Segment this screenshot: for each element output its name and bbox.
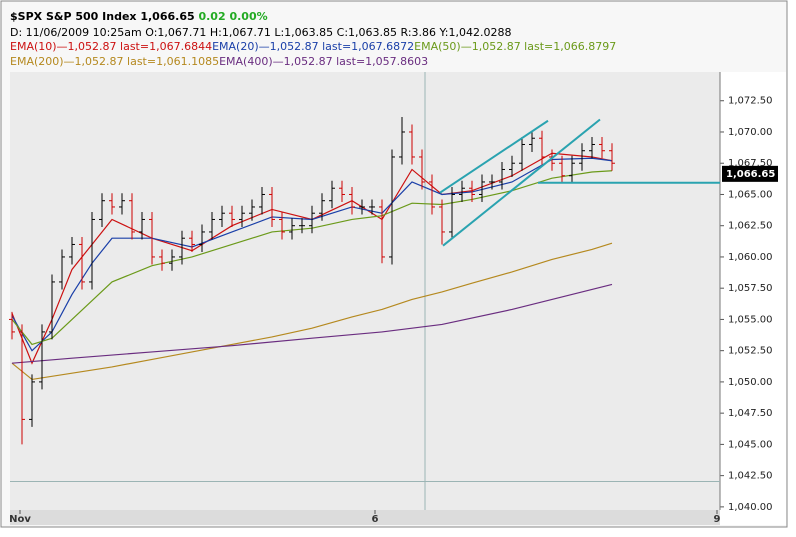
legend-name: EMA(400): [219, 55, 273, 68]
y-tick-label: 1,072.50: [728, 96, 773, 107]
symbol: $SPX S&P 500 Index 1,066.65 0.02 0.00%: [10, 10, 268, 23]
trendline: [439, 119, 549, 194]
x-tick-label: 6: [372, 514, 379, 525]
y-tick-label: 1,047.50: [728, 408, 773, 419]
last-price-label: 1,066.65: [726, 169, 775, 180]
price: 1,066.65: [140, 10, 194, 23]
x-tick-label: Nov: [9, 514, 31, 525]
ema-line: [11, 152, 613, 365]
y-tick-label: 1,067.50: [728, 158, 773, 169]
legend-row: EMA(10)—1,052.87 last=1,067.6844EMA(20)—…: [10, 40, 616, 53]
y-tick-label: 1,052.50: [728, 346, 773, 357]
legend-row: EMA(200)—1,052.87 last=1,061.1085EMA(400…: [10, 55, 428, 68]
legend-text: —1,052.87 last=1,061.1085: [64, 55, 220, 68]
last-price-box: [722, 165, 778, 182]
x-tick-label: 9: [714, 514, 721, 525]
info: D: 11/06/2009 10:25am O:1,067.71 H:1,067…: [10, 26, 511, 39]
y-tick-label: 1,070.00: [728, 127, 773, 138]
y-tick-label: 1,062.50: [728, 221, 773, 232]
legend-text: —1,052.87 last=1,066.8797: [461, 40, 617, 53]
change: 0.02: [198, 10, 225, 23]
y-tick-label: 1,042.50: [728, 471, 773, 482]
plot-area: [10, 72, 720, 510]
legend-text: —1,052.87 last=1,057.8603: [273, 55, 429, 68]
ema-line: [11, 283, 613, 364]
x-axis-strip: [10, 510, 720, 525]
y-tick-label: 1,055.00: [728, 314, 773, 325]
y-tick-label: 1,050.00: [728, 377, 773, 388]
y-axis-area: [720, 72, 786, 525]
change-pct: 0.00%: [229, 10, 267, 23]
legend-name: EMA(50): [414, 40, 461, 53]
y-tick-label: 1,040.00: [728, 502, 773, 513]
legend-name: EMA(10): [10, 40, 57, 53]
legend-text: —1,052.87 last=1,067.6844: [57, 40, 213, 53]
trendline: [442, 118, 601, 247]
legend-text: —1,052.87 last=1,067.6872: [259, 40, 415, 53]
y-tick-label: 1,065.00: [728, 189, 773, 200]
ema-line: [11, 242, 613, 381]
symbol-name: $SPX S&P 500 Index: [10, 10, 137, 23]
legend-name: EMA(20): [212, 40, 259, 53]
y-tick-label: 1,060.00: [728, 252, 773, 263]
legend-name: EMA(200): [10, 55, 64, 68]
y-tick-label: 1,045.00: [728, 439, 773, 450]
y-tick-label: 1,057.50: [728, 283, 773, 294]
